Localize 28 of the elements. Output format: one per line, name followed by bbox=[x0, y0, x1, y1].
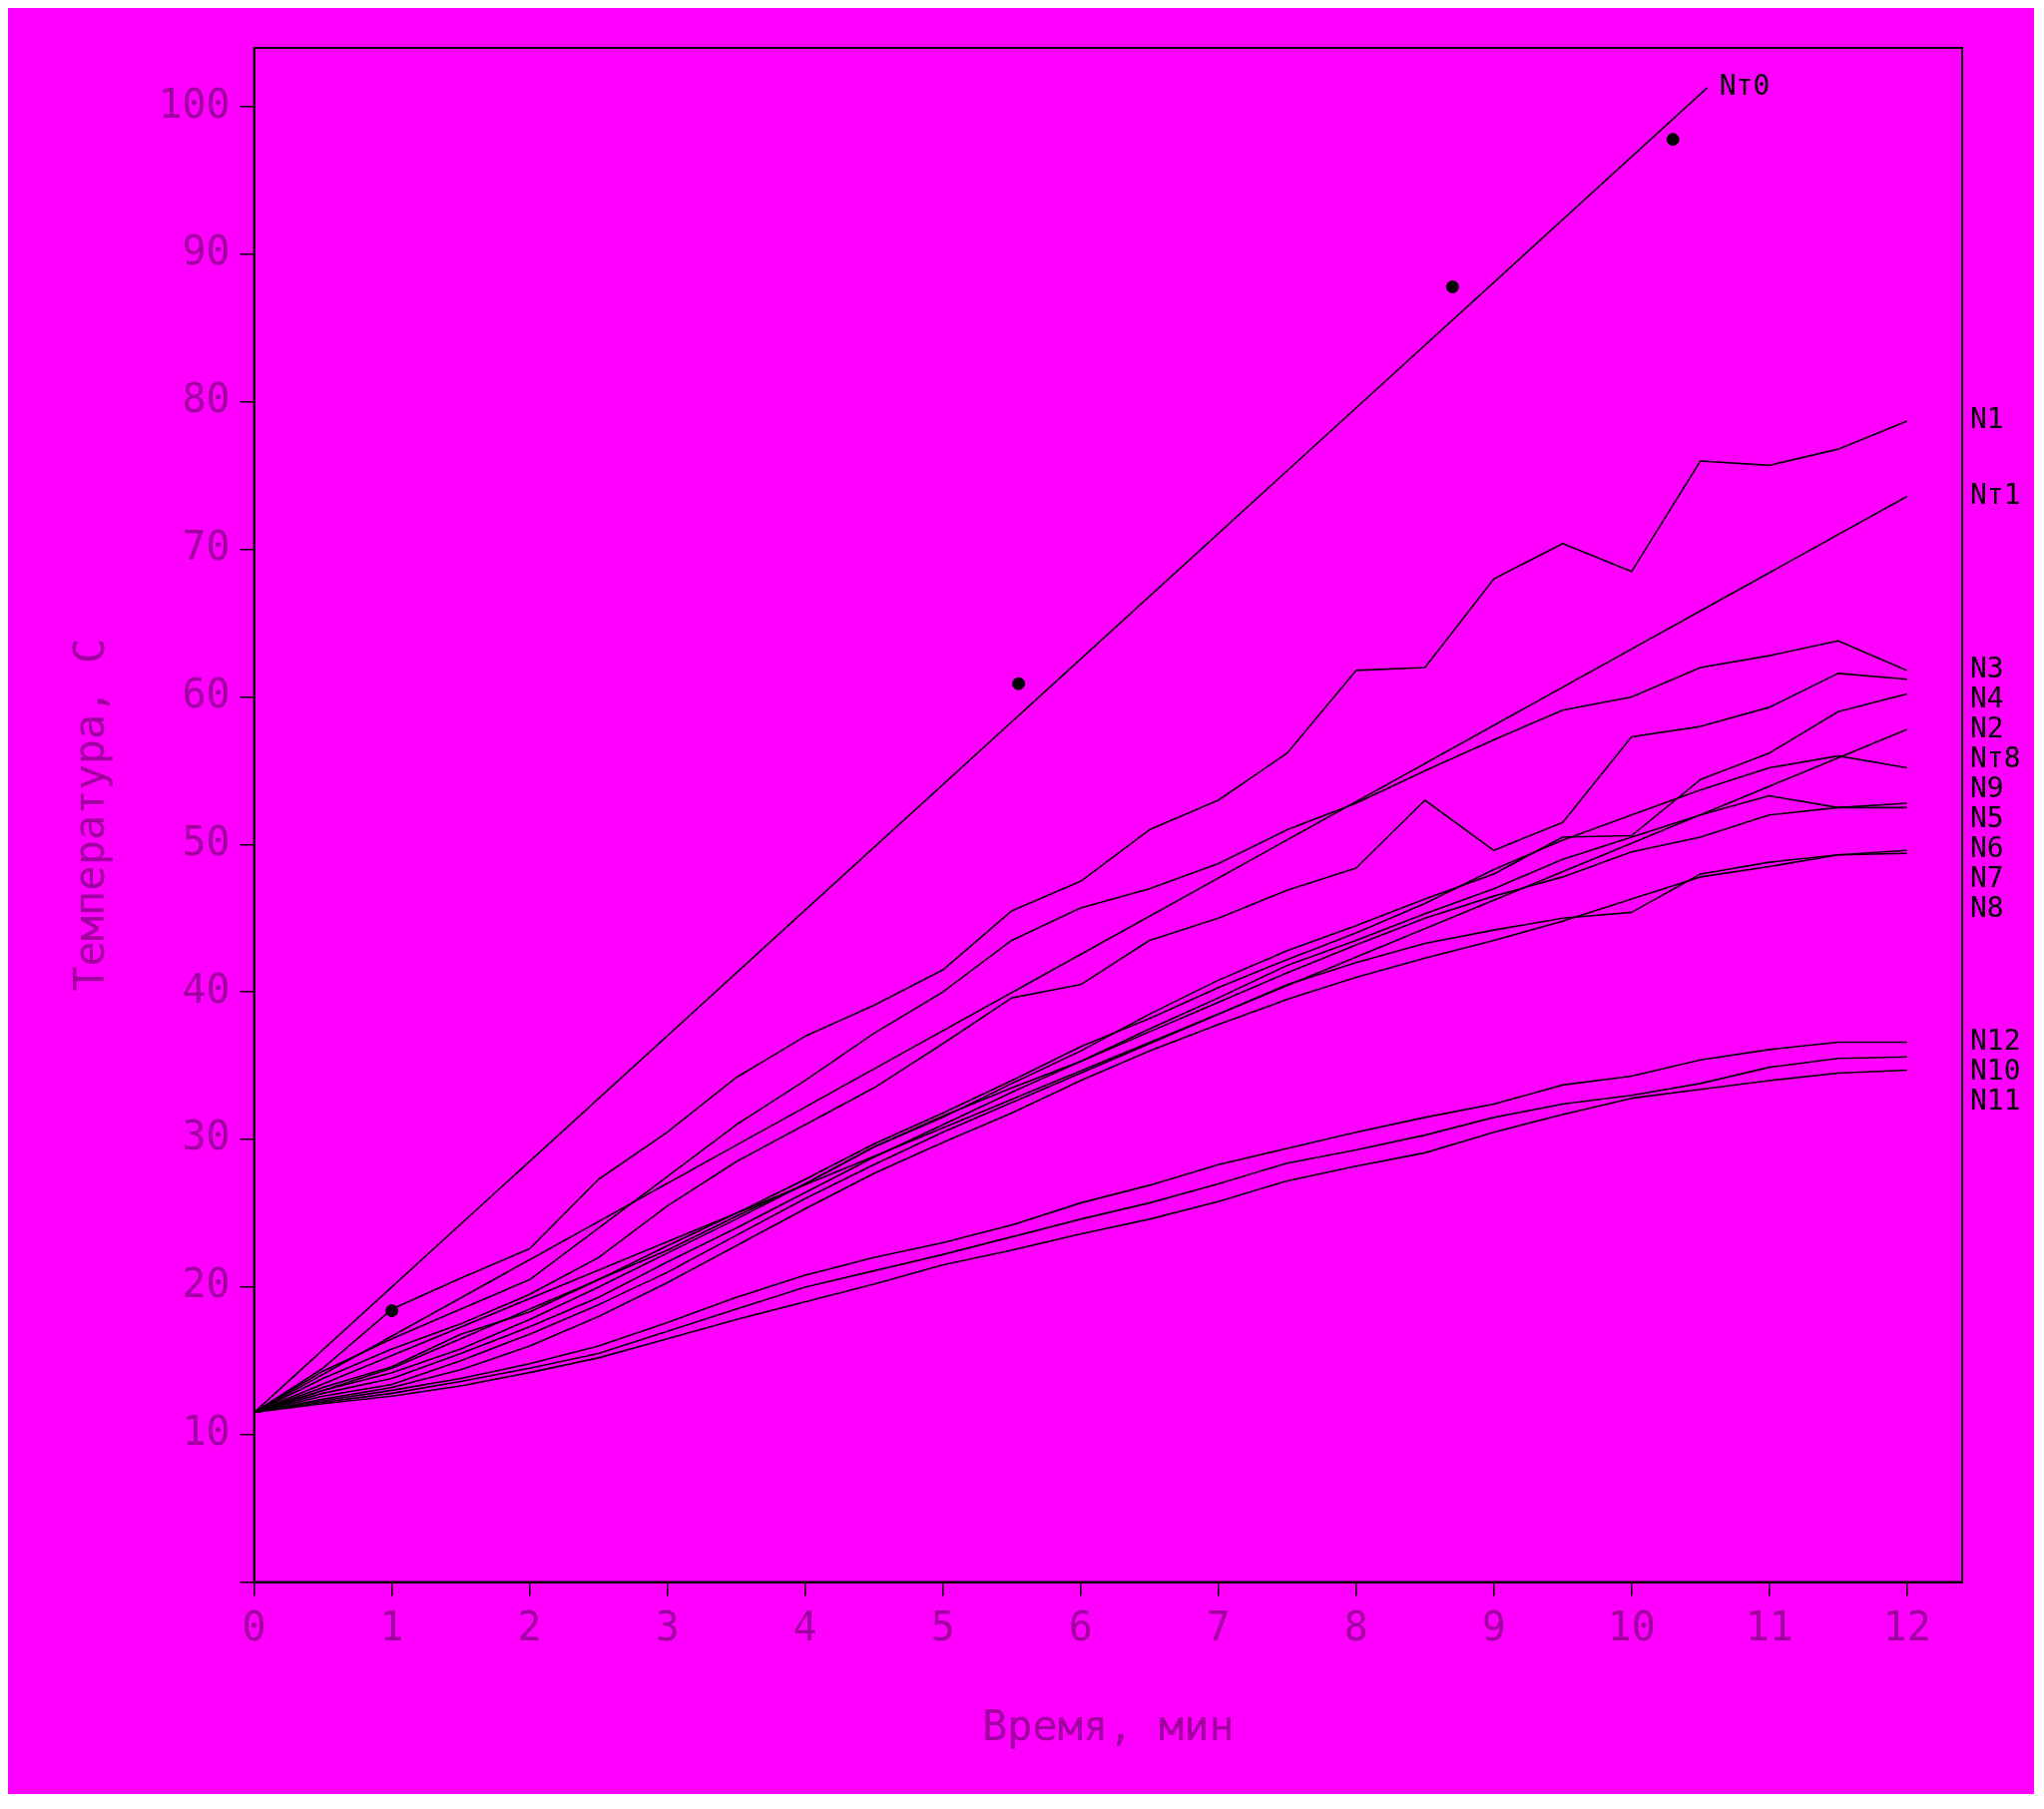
y-tick-label: 80 bbox=[182, 375, 231, 422]
y-tick-label: 60 bbox=[182, 670, 231, 716]
x-tick-label: 8 bbox=[1343, 1602, 1368, 1649]
y-tick-label: 100 bbox=[158, 80, 231, 127]
x-tick-label: 9 bbox=[1481, 1602, 1506, 1649]
x-tick-label: 7 bbox=[1206, 1602, 1231, 1649]
x-tick-label: 1 bbox=[379, 1602, 404, 1649]
x-tick-label: 11 bbox=[1745, 1602, 1793, 1649]
text: Nт1 bbox=[1970, 477, 2021, 511]
y-tick-label: 70 bbox=[182, 523, 231, 570]
x-tick-label: 10 bbox=[1607, 1602, 1656, 1649]
y-tick-label: 40 bbox=[182, 965, 231, 1012]
y-tick-label: 30 bbox=[182, 1113, 231, 1159]
y-axis-title: Температура, С bbox=[65, 638, 115, 992]
y-tick-label: 20 bbox=[182, 1260, 231, 1307]
y-tick-label: 90 bbox=[182, 227, 231, 274]
x-tick-label: 2 bbox=[517, 1602, 542, 1649]
x-tick-label: 0 bbox=[242, 1602, 266, 1649]
x-tick-label: 4 bbox=[792, 1602, 817, 1649]
text: N1 bbox=[1970, 402, 2004, 436]
y-tick-label: 50 bbox=[182, 817, 231, 864]
x-tick-label: 3 bbox=[655, 1602, 680, 1649]
x-axis-title: Время, мин bbox=[981, 1700, 1235, 1750]
x-tick-label: 12 bbox=[1882, 1602, 1931, 1649]
series-label: Nт0 bbox=[1719, 69, 1771, 103]
x-tick-label: 5 bbox=[930, 1602, 955, 1649]
y-tick-label: 10 bbox=[182, 1408, 231, 1455]
x-tick-label: 6 bbox=[1068, 1602, 1093, 1649]
